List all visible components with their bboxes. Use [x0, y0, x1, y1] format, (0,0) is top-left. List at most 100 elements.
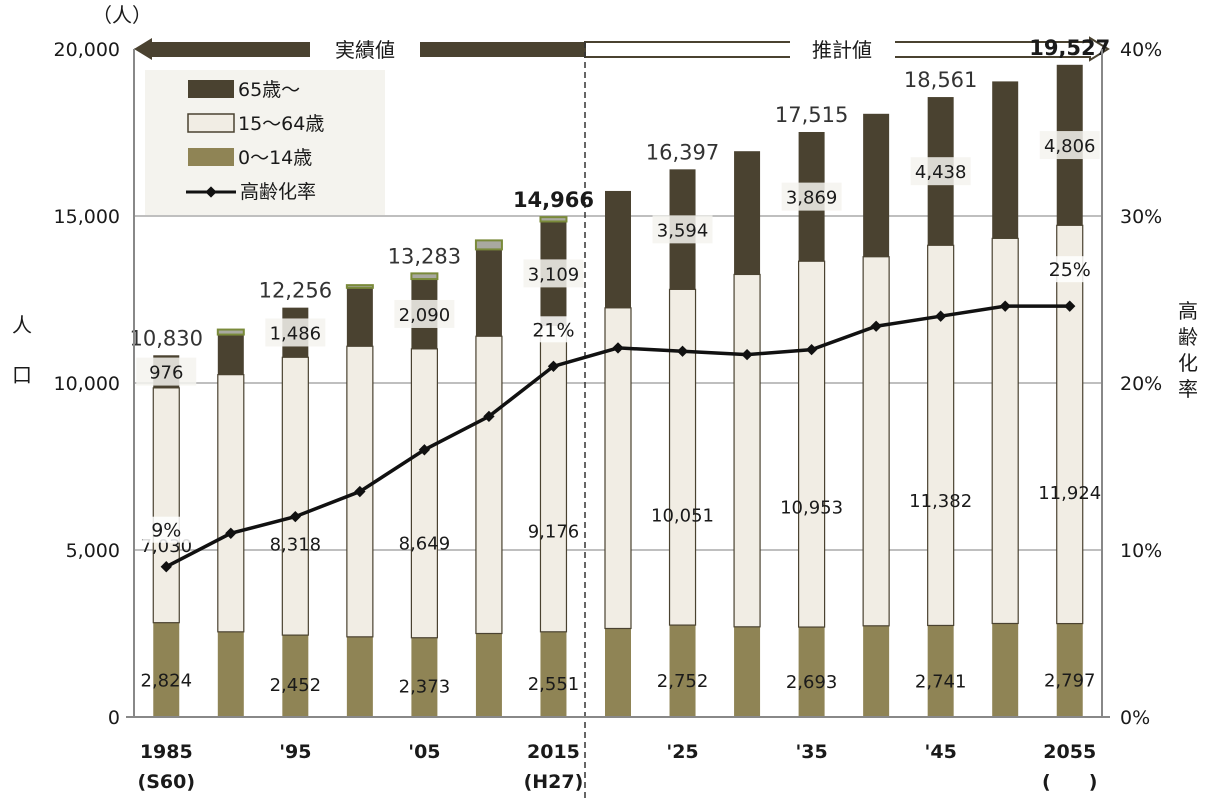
- bars: [152, 64, 1084, 717]
- age0-value-label: 2,752: [657, 671, 709, 692]
- bar-age15: [1056, 224, 1084, 625]
- bar-age65: [605, 190, 631, 308]
- age0-value-label: 2,741: [915, 671, 967, 692]
- bar-age15: [733, 273, 761, 628]
- rate-point: [160, 561, 172, 573]
- age0-value-label: 2,824: [141, 670, 193, 691]
- y2-tick-label: 20%: [1120, 373, 1162, 395]
- rate-line: 9% 21% 25%: [142, 256, 1094, 573]
- bar-age0: [863, 625, 890, 717]
- bar-age0: [411, 637, 438, 717]
- bar-age65: [734, 151, 761, 275]
- y2-axis-label-char: 率: [1178, 377, 1198, 401]
- total-label: 19,527: [1029, 36, 1110, 60]
- bar-age15: [152, 387, 180, 624]
- bar-age15: [668, 288, 697, 626]
- bar-age0: [798, 627, 825, 717]
- y-tick-label: 5,000: [66, 540, 120, 562]
- y-tick-label: 10,000: [54, 373, 120, 395]
- bar-age0: [927, 625, 954, 717]
- bar-other: [410, 272, 439, 281]
- bar-age15: [991, 237, 1019, 625]
- y2-tick-label: 30%: [1120, 206, 1162, 228]
- x-tick-label: 2015: [527, 741, 580, 763]
- axes: [126, 49, 1110, 718]
- age15-value-label: 11,924: [1038, 483, 1101, 504]
- bar-age0: [282, 635, 309, 717]
- y2-axis-label-char: 化: [1178, 351, 1198, 375]
- phase-arrows: 実績値 推計値: [134, 34, 1110, 798]
- x-tick-sublabel: (H27): [524, 771, 584, 793]
- legend-box: [145, 70, 385, 215]
- bar-other: [345, 284, 374, 289]
- rate-label-bg: [1045, 256, 1094, 283]
- bar-age65: [863, 113, 890, 257]
- age65-value-label: 3,109: [528, 264, 580, 285]
- segment-label-bg: [394, 299, 455, 328]
- bar-other: [539, 216, 568, 223]
- age65-value-label: 3,869: [786, 188, 838, 209]
- age15-value-label: 11,382: [909, 491, 972, 512]
- age0-value-label: 2,452: [270, 675, 322, 696]
- rate-point: [289, 510, 301, 523]
- bar-age0: [992, 623, 1019, 717]
- y2-axis-label: 高齢化率: [1178, 299, 1198, 401]
- legend-label-65: 65歳～: [238, 79, 300, 101]
- rate-point: [225, 527, 237, 539]
- x-tick-sublabel: (S60): [138, 771, 196, 793]
- rate-point: [676, 345, 689, 357]
- y-axis-label-char: 口: [12, 363, 32, 387]
- age0-value-label: 2,797: [1044, 671, 1096, 692]
- bar-age0: [540, 631, 567, 717]
- age65-value-label: 4,438: [915, 162, 967, 183]
- bar-age15: [217, 374, 245, 633]
- age15-value-label: 10,953: [780, 497, 843, 518]
- y-tick-label: 20,000: [54, 39, 120, 61]
- segment-label-bg: [523, 259, 584, 288]
- legend-swatch-0: [188, 148, 234, 166]
- rate-point: [870, 320, 882, 332]
- rate-point: [483, 410, 495, 423]
- rate-point: [999, 300, 1011, 312]
- estimate-label-bg: [790, 34, 895, 64]
- axis-ticks: 20,000 15,000 10,000 5,000 0 40% 30% 20% 10% 0% 19…: [54, 39, 1163, 793]
- bar-age0: [1056, 623, 1083, 717]
- legend-label-0: 0～14歳: [238, 147, 312, 169]
- rate-point: [612, 342, 624, 354]
- age15-value-label: 8,318: [270, 534, 322, 555]
- rate-point: [547, 360, 560, 372]
- age65-value-label: 3,594: [657, 220, 709, 241]
- age0-value-label: 2,693: [786, 672, 838, 693]
- total-label: 13,283: [388, 244, 461, 268]
- rate-point: [1064, 300, 1076, 312]
- bar-age0: [669, 625, 696, 717]
- bar-age65: [475, 249, 502, 337]
- actual-label: 実績値: [335, 38, 395, 62]
- age65-value-label: 4,806: [1044, 136, 1096, 157]
- bar-age15: [475, 335, 503, 635]
- legend: 65歳～ 15～64歳 0～14歳 高齢化率: [145, 70, 385, 215]
- x-tick-label: 1985: [140, 741, 193, 763]
- bar-age65: [346, 287, 373, 347]
- actual-label-bg: [310, 34, 420, 64]
- bar-age0: [217, 631, 244, 717]
- total-label: 17,515: [775, 103, 848, 127]
- rate-label: 21%: [532, 319, 574, 341]
- rate-point: [935, 310, 947, 322]
- bar-age15: [927, 244, 955, 627]
- x-tick-label: '95: [279, 741, 311, 763]
- age65-value-label: 976: [149, 363, 183, 384]
- bar-age15: [281, 356, 309, 636]
- legend-swatch-65: [188, 80, 234, 98]
- total-label: 16,397: [646, 140, 719, 164]
- bar-other: [474, 239, 503, 251]
- unit-label: （人）: [92, 3, 152, 27]
- x-tick-label: '45: [925, 741, 957, 763]
- y2-axis-label-char: 齢: [1178, 325, 1198, 349]
- y2-tick-label: 10%: [1120, 540, 1162, 562]
- segment-label-bg: [652, 215, 713, 244]
- bar-other: [216, 328, 245, 336]
- y-axis-label-char: 人: [12, 313, 32, 337]
- x-tick-label: '35: [795, 741, 827, 763]
- total-label: 12,256: [259, 279, 332, 303]
